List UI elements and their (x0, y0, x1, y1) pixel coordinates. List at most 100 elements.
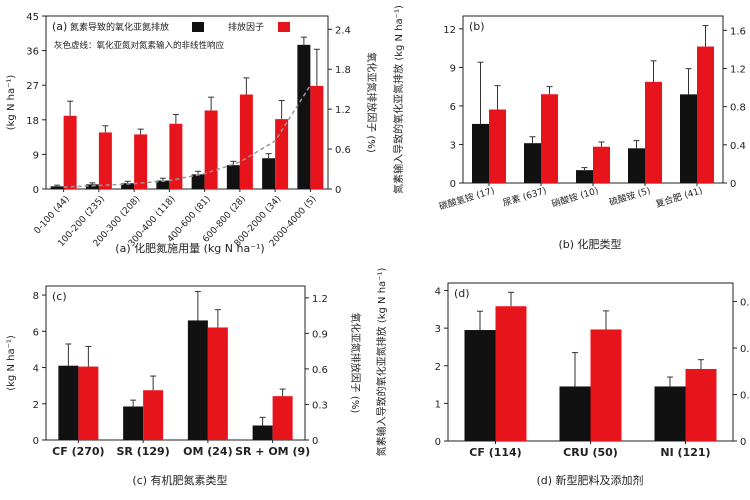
left-tick-label: 3 (435, 324, 441, 335)
legend-emission-label: 氮素导致的氧化亚氮排放 (70, 21, 169, 33)
emission-bar (226, 165, 240, 189)
legend-factor-label: 排放因子 (228, 21, 264, 33)
left-axis-label: (kg N ha⁻¹) (6, 335, 17, 391)
emission-bar (121, 183, 135, 189)
emission-bar (680, 94, 697, 183)
panel-caption: (a) 化肥氮施用量 (kg N ha⁻¹) (115, 241, 264, 255)
category-label: CRU (50) (563, 446, 618, 459)
left-tick-label: 9 (450, 63, 456, 74)
category-label: NI (121) (660, 446, 710, 459)
right-tick-label: 0.6 (740, 298, 750, 309)
left-tick-label: 4 (435, 287, 441, 298)
emission-bar (464, 330, 496, 441)
left-tick-label: 0 (33, 436, 39, 447)
left-axis-label: (kg N ha⁻¹) (6, 75, 17, 131)
emission-bar (85, 184, 99, 189)
emission-bar (156, 180, 170, 189)
left-axis-label: 氮素输入导致的氧化亚氮排放 (kg N ha⁻¹) (375, 268, 388, 457)
left-tick-label: 4 (33, 364, 39, 375)
factor-bar (489, 109, 506, 183)
right-tick-label: 0.3 (312, 400, 328, 411)
right-tick-label: 0.2 (740, 391, 750, 402)
category-label: 尿素 (637) (501, 184, 548, 209)
plot-frame (45, 285, 306, 441)
right-tick-label: 1.2 (335, 105, 351, 116)
panel-caption: (d) 新型肥料及添加剂 (536, 473, 643, 487)
legend-emission-swatch (192, 22, 204, 32)
category-label: CF (270) (52, 445, 104, 458)
left-tick-label: 0 (435, 437, 441, 448)
factor-bar (590, 329, 622, 441)
emission-bar (297, 44, 311, 190)
emission-bar (576, 170, 593, 183)
factor-bar (63, 115, 77, 189)
right-tick-label: 1.6 (730, 26, 746, 37)
factor-bar (541, 94, 558, 183)
category-label: SR + OM (9) (235, 445, 310, 458)
factor-bar (169, 123, 183, 189)
category-label: 硫酸铵 (5) (608, 184, 652, 208)
emission-bar (50, 186, 64, 189)
panel-d: 0 1 2 3 4 0 0.2 0.4 0.6 CF (114) CRU (50) NI (121) (… (375, 268, 750, 487)
left-tick-label: 2 (435, 362, 441, 373)
emission-bar (262, 158, 276, 189)
panel-label: (d) (454, 287, 470, 300)
emission-bar (472, 123, 489, 183)
emission-bar (252, 425, 273, 440)
right-tick-label: 0.9 (312, 329, 328, 340)
category-label: CF (114) (469, 446, 521, 459)
factor-bar (98, 132, 112, 189)
nonlinear-trend-line (63, 84, 312, 188)
factor-bar (645, 81, 662, 183)
category-label: 碳酸氢铵 (17) (438, 184, 496, 212)
trend-note: 灰色虚线：氧化亚氮对氮素输入的非线性响应 (54, 40, 225, 51)
left-tick-label: 1 (435, 399, 441, 410)
emission-bar (191, 174, 205, 189)
legend-factor-swatch (278, 22, 290, 32)
right-tick-label: 0.4 (740, 344, 750, 355)
left-axis-label: 氮素输入导致的氧化亚氮排放 (kg N ha⁻¹) (392, 5, 405, 194)
emission-bar (654, 386, 686, 441)
category-label: 0-100 (44) (33, 194, 72, 236)
right-tick-label: 0 (335, 185, 341, 196)
right-tick-label: 1.2 (730, 64, 746, 75)
right-tick-label: 0 (740, 437, 746, 448)
category-label: 复合肥 (41) (654, 184, 704, 210)
emission-bar (524, 143, 541, 183)
factor-bar (207, 327, 228, 440)
right-tick-label: 0.4 (730, 141, 746, 152)
left-tick-label: 18 (26, 116, 39, 127)
emission-bar (559, 386, 591, 441)
right-tick-label: 0 (312, 436, 318, 447)
left-tick-label: 8 (33, 291, 39, 302)
right-tick-label: 1.2 (312, 294, 328, 305)
category-label: SR (129) (117, 445, 170, 458)
factor-bar (134, 134, 148, 189)
left-tick-label: 3 (450, 140, 456, 151)
left-tick-label: 45 (26, 12, 39, 23)
panel-caption: (b) 化肥类型 (558, 237, 621, 251)
left-tick-label: 0 (33, 185, 39, 196)
left-tick-label: 9 (33, 150, 39, 161)
left-tick-label: 6 (33, 327, 39, 338)
factor-bar (495, 306, 527, 441)
factor-bar (78, 366, 99, 440)
factor-bar (204, 110, 218, 189)
category-label: OM (24) (183, 445, 233, 458)
left-tick-label: 12 (443, 25, 456, 36)
factor-bar (685, 368, 717, 441)
left-tick-label: 0 (450, 179, 456, 190)
emission-bar (628, 148, 645, 183)
factor-bar (272, 396, 293, 440)
panel-label: (c) (52, 290, 67, 303)
panel-label: (a) (52, 20, 67, 33)
emission-bar (58, 365, 79, 440)
emission-bar (187, 320, 208, 440)
right-axis-label: 氧化亚氮排放因子 (%) (349, 313, 362, 414)
right-tick-label: 0.6 (335, 145, 351, 156)
factor-bar (310, 85, 324, 189)
right-axis-label: 氧化亚氮排放因子 (%) (365, 52, 378, 153)
panel-b: 0 3 6 9 12 0 0.4 0.8 1.2 1.6 碳酸氢铵 (17) 尿素 (637) 硝酸铵 … (392, 5, 746, 251)
